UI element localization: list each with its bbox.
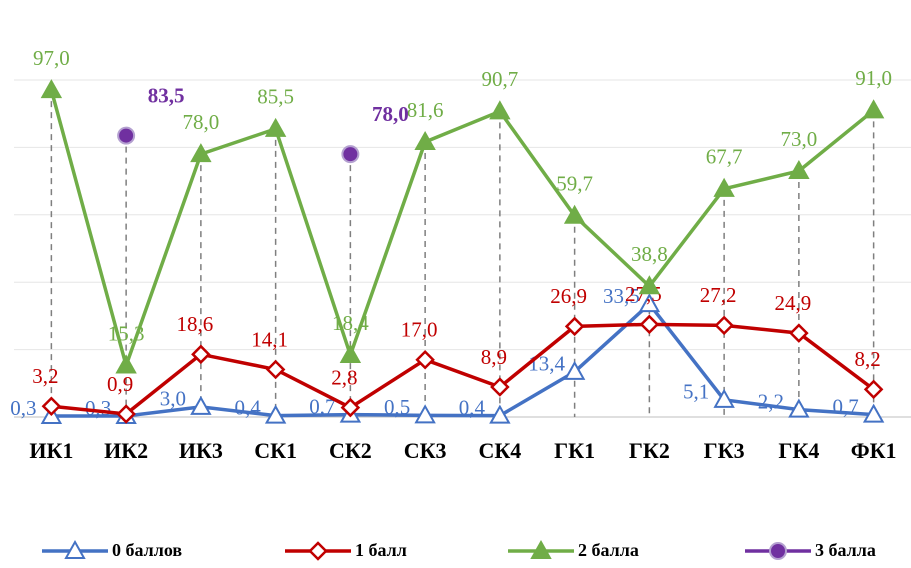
legend-label: 1 балл — [355, 540, 407, 560]
data-label: 97,0 — [33, 46, 70, 70]
point-marker — [490, 377, 510, 397]
point-marker — [41, 396, 62, 416]
point-marker — [264, 404, 287, 424]
x-tick-label: ГК1 — [554, 438, 595, 463]
point-marker — [191, 344, 211, 365]
x-tick-label: ГК2 — [629, 438, 670, 463]
data-label: 73,0 — [781, 127, 818, 151]
point-marker — [788, 398, 810, 418]
point-marker — [489, 404, 511, 424]
data-label: 67,7 — [706, 145, 743, 169]
point-marker — [563, 360, 586, 380]
point-marker — [862, 403, 885, 423]
point-marker — [638, 293, 661, 313]
data-label: 81,6 — [407, 98, 444, 122]
data-label: 38,8 — [631, 242, 668, 266]
point-marker — [115, 354, 137, 374]
data-label: 2,8 — [331, 365, 357, 389]
point-marker — [563, 204, 586, 224]
point-marker — [264, 117, 287, 137]
data-label: 0,3 — [10, 396, 36, 420]
data-label: 90,7 — [482, 67, 519, 91]
point-marker — [308, 541, 328, 561]
point-marker — [341, 145, 360, 164]
data-label: 0,4 — [235, 395, 262, 419]
x-tick-label: ФК1 — [851, 438, 897, 463]
data-label: 27,2 — [700, 283, 737, 307]
point-marker — [265, 359, 286, 380]
point-marker — [788, 159, 810, 179]
point-marker — [117, 126, 136, 145]
point-marker — [116, 404, 136, 424]
point-marker — [769, 542, 787, 560]
point-marker — [489, 100, 511, 120]
data-label: 18,4 — [332, 311, 369, 335]
point-marker — [638, 275, 661, 295]
series-line — [51, 322, 875, 416]
point-marker — [713, 177, 735, 197]
point-marker — [414, 404, 436, 424]
point-marker — [339, 343, 362, 363]
legend-item: 2 балла — [508, 539, 639, 560]
data-label: 17,0 — [401, 318, 438, 342]
series-line — [49, 89, 875, 372]
data-label: 0,3 — [85, 396, 111, 420]
point-marker — [714, 315, 734, 336]
data-label: 0,9 — [107, 372, 133, 396]
data-label: 33,5 — [603, 284, 640, 308]
data-label: 0,7 — [833, 394, 859, 418]
point-marker — [190, 395, 212, 415]
data-label: 59,7 — [556, 172, 593, 196]
data-label: 3,2 — [32, 364, 58, 388]
x-tick-label: ГК4 — [778, 438, 819, 463]
x-tick-label: СК3 — [404, 438, 447, 463]
series-line — [51, 301, 874, 418]
point-marker — [40, 79, 63, 99]
data-label: 5,1 — [683, 380, 709, 404]
data-label: 91,0 — [855, 66, 892, 90]
x-tick-label: ГК3 — [704, 438, 745, 463]
data-label: 2,2 — [758, 389, 784, 413]
point-marker — [862, 99, 885, 119]
data-label: 8,9 — [481, 345, 507, 369]
data-label: 85,5 — [257, 85, 294, 109]
data-label: 78,0 — [183, 110, 220, 134]
data-label: 18,6 — [177, 312, 214, 336]
x-tick-label: ИК3 — [179, 438, 223, 463]
point-marker — [340, 397, 361, 418]
legend-label: 0 баллов — [112, 540, 182, 560]
legend-item: 3 балла — [745, 540, 876, 560]
point-marker — [863, 379, 884, 400]
x-tick-label: ИК2 — [104, 438, 148, 463]
point-marker — [415, 349, 435, 370]
x-tick-label: СК2 — [329, 438, 372, 463]
data-label: 13,4 — [528, 352, 565, 376]
point-marker — [530, 539, 552, 559]
data-label: 0,5 — [384, 395, 410, 419]
data-label: 0,4 — [459, 395, 486, 419]
data-label: 83,5 — [148, 83, 185, 107]
data-label: 24,9 — [775, 291, 812, 315]
legend-label: 2 балла — [578, 540, 639, 560]
x-tick-label: СК4 — [478, 438, 521, 463]
legend-item: 0 баллов — [42, 539, 182, 560]
point-marker — [639, 314, 660, 335]
point-marker — [190, 143, 212, 163]
point-marker — [564, 316, 585, 337]
legend-item: 1 балл — [285, 540, 407, 561]
data-label: 26,9 — [550, 284, 587, 308]
point-marker — [64, 539, 86, 559]
data-label: 14,1 — [251, 327, 288, 351]
data-label: 3,0 — [160, 387, 186, 411]
point-marker — [713, 388, 735, 408]
point-marker — [414, 130, 436, 151]
data-label: 8,2 — [855, 347, 881, 371]
data-label: 78,0 — [372, 102, 409, 126]
x-tick-label: ИК1 — [29, 438, 73, 463]
legend-label: 3 балла — [815, 540, 876, 560]
data-label: 15,3 — [108, 321, 145, 345]
point-marker — [789, 323, 809, 343]
x-tick-label: СК1 — [254, 438, 297, 463]
